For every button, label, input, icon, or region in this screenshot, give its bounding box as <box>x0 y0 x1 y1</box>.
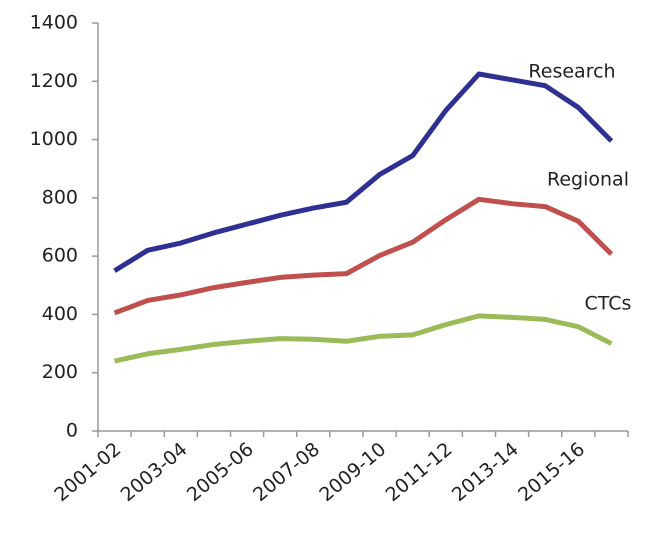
y-tick-label: 400 <box>42 303 78 325</box>
y-tick-label: 1400 <box>30 12 78 34</box>
y-tick-label: 1200 <box>30 70 78 92</box>
x-tick-label: 2005-06 <box>183 438 258 506</box>
series-line <box>114 313 613 364</box>
y-tick-label: 1000 <box>30 128 78 150</box>
x-tick-label: 2011-12 <box>382 438 457 506</box>
x-tick-label: 2003-04 <box>117 438 192 506</box>
x-tick-label: 2001-02 <box>50 438 125 506</box>
x-tick-label: 2009-10 <box>315 438 390 506</box>
y-tick-label: 800 <box>42 186 78 208</box>
y-tick-label: 0 <box>66 420 78 442</box>
series-label: Research <box>528 61 615 83</box>
series-label: CTCs <box>585 293 632 315</box>
series-label: Regional <box>547 169 629 191</box>
series-line <box>113 196 614 316</box>
series-line <box>113 71 614 273</box>
x-tick-label: 2015-16 <box>514 438 589 506</box>
y-tick-label: 600 <box>42 245 78 267</box>
y-tick-label: 200 <box>42 361 78 383</box>
x-tick-label: 2007-08 <box>249 438 324 506</box>
x-tick-label: 2013-14 <box>448 438 523 506</box>
